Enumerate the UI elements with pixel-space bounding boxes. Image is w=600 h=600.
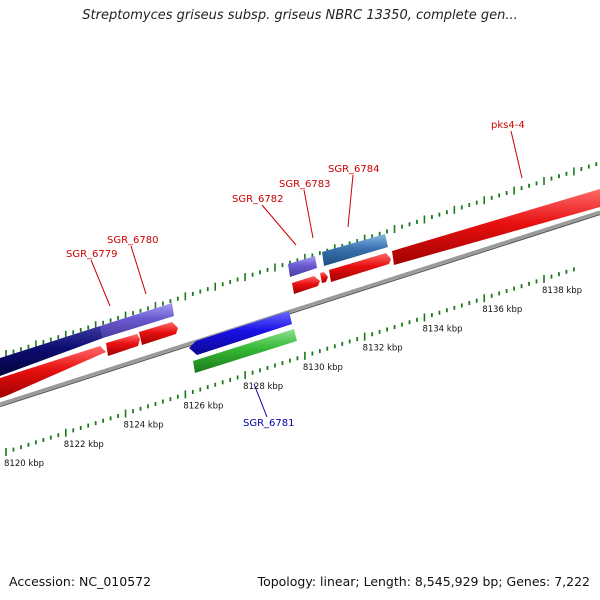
leader-SGR_6782 — [261, 204, 297, 246]
gene-feature-light-2[interactable] — [288, 256, 317, 277]
leader-SGR_6784 — [347, 174, 354, 228]
gene-label-SGR_6784[interactable]: SGR_6784 — [328, 164, 380, 175]
gene-label-layer: SGR_6779 SGR_6780 SGR_6781 SGR_6782 SGR_… — [66, 120, 525, 429]
gene-label-SGR_6780[interactable]: SGR_6780 — [107, 235, 159, 246]
axis-tick-label: 8122 kbp — [64, 440, 104, 450]
gene-arrow-red-5[interactable] — [329, 253, 391, 282]
leader-SGR_6779 — [90, 259, 111, 307]
axis-tick-label: 8138 kbp — [542, 286, 582, 296]
gene-arrow-red-4[interactable] — [320, 272, 328, 283]
axis-tick-label: 8124 kbp — [124, 421, 164, 431]
axis-tick-label: 8120 kbp — [4, 459, 44, 469]
gene-label-SGR_6781[interactable]: SGR_6781 — [243, 418, 295, 429]
gene-rna-green[interactable] — [193, 329, 297, 373]
gene-feature-steel[interactable] — [322, 234, 388, 266]
gene-arrow-red-3[interactable] — [292, 276, 320, 294]
upper-tick-track — [5, 162, 598, 358]
gene-label-SGR_6779[interactable]: SGR_6779 — [66, 249, 118, 260]
leader-SGR_6780 — [130, 245, 147, 295]
gene-pks4-4[interactable] — [392, 189, 600, 265]
genome-backbone — [0, 210, 600, 408]
upper-feature-row — [0, 234, 388, 376]
axis-tick-label: 8132 kbp — [363, 344, 403, 354]
gene-arrow-red-1[interactable] — [106, 334, 140, 356]
accession-text: Accession: NC_010572 — [9, 574, 152, 589]
leader-SGR_6783 — [303, 189, 314, 239]
gene-label-SGR_6782[interactable]: SGR_6782 — [232, 194, 284, 205]
leader-pks4-4 — [510, 130, 523, 179]
axis-tick-label: 8134 kbp — [422, 324, 462, 334]
leader-SGR_6781 — [253, 383, 268, 418]
genome-summary-text: Topology: linear; Length: 8,545,929 bp; … — [257, 574, 590, 589]
gene-feature-red-left[interactable] — [0, 346, 106, 398]
axis-tick-label: 8126 kbp — [183, 401, 223, 411]
axis-tick-label: 8128 kbp — [243, 382, 283, 392]
gene-feature-dark[interactable] — [0, 326, 103, 376]
gene-feature-light-1[interactable] — [100, 303, 174, 338]
gene-arrow-red-2[interactable] — [139, 322, 178, 345]
gene-label-SGR_6783[interactable]: SGR_6783 — [279, 179, 331, 190]
axis-tick-label: 8136 kbp — [482, 305, 522, 315]
forward-strand-genes — [0, 189, 600, 398]
lower-tick-track — [5, 267, 575, 456]
axis-tick-labels: 8120 kbp 8122 kbp 8124 kbp 8126 kbp 8128 kbp… — [4, 286, 582, 469]
reverse-strand-genes — [189, 311, 297, 373]
gene-label-pks4-4[interactable]: pks4-4 — [491, 120, 525, 131]
axis-tick-label: 8130 kbp — [303, 363, 343, 373]
map-title: Streptomyces griseus subsp. griseus NBRC… — [82, 8, 518, 23]
gene-SGR_6781[interactable] — [189, 311, 292, 355]
